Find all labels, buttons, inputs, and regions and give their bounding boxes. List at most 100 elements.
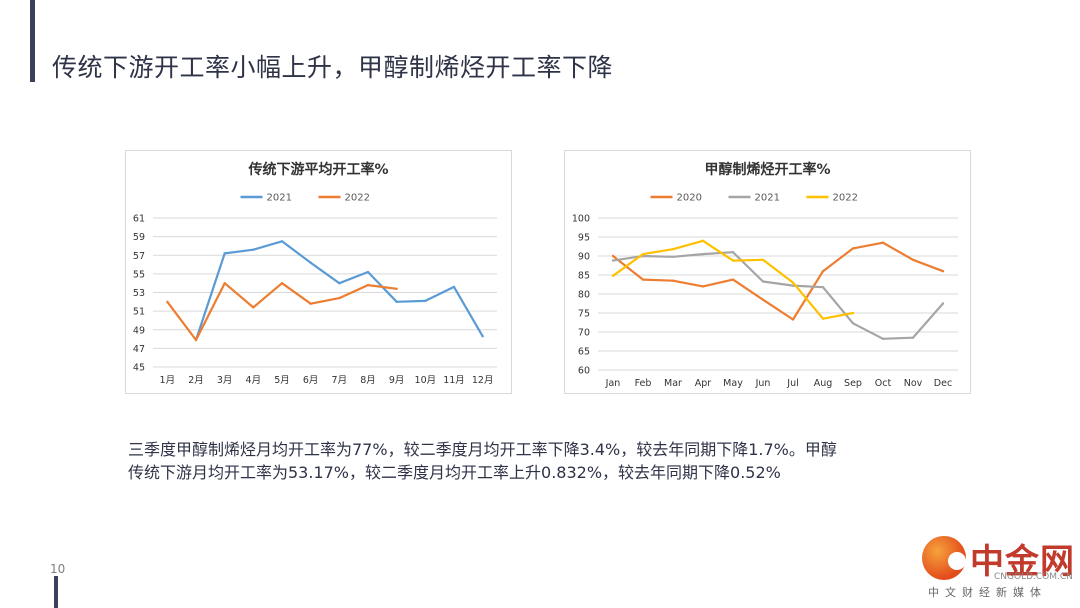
chart2-y-tick: 90 [578,252,590,263]
chart2-y-tick: 65 [578,347,590,358]
chart2-title: 甲醇制烯烃开工率% [704,161,830,178]
chart2-x-tick: Sep [844,378,862,389]
chart2-series-2022-point [731,259,735,262]
chart2-x-tick: Dec [934,378,952,389]
chart2-y-tick: 100 [572,214,590,225]
summary-line-2: 传统下游月均开工率为53.17%，较二季度月均开工率上升0.832%，较去年同期… [128,463,781,482]
chart2-legend-label-2022: 2022 [833,193,858,204]
chart1-x-tick: 3月 [217,375,233,386]
chart1-series-2021-point [252,248,255,251]
chart1-title: 传统下游平均开工率% [247,161,388,178]
chart1-x-tick: 4月 [246,375,262,386]
chart1-series-2022-point [309,302,312,305]
chart2-x-tick: Jan [605,378,621,389]
chart2-series-2020-point [911,258,915,261]
page-number: 10 [50,562,66,576]
chart2-series-2021-point [761,280,765,283]
chart2-y-tick: 80 [578,290,590,301]
chart1-series-2022-point [223,281,226,285]
chart2-series-2020-point [881,241,885,244]
chart2-series-2022-point [761,258,765,261]
chart2-x-tick: Aug [814,378,833,389]
chart1-x-tick: 6月 [303,375,319,386]
chart2-series-2020-point [791,318,795,321]
chart1-legend-label-2022: 2022 [345,193,370,204]
chart2-series-2020-point [851,247,855,250]
chart2-y-tick: 95 [578,233,590,244]
chart1-series-2022-point [194,338,198,342]
chart-mto-svg: 甲醇制烯烃开工率% 2020 2021 2022 60 65 70 75 80 85 90 95 100… [572,161,958,389]
chart1-series-2021-point [366,270,370,274]
chart1-x-tick: 1月 [160,375,176,386]
chart2-legend-label-2021: 2021 [755,193,780,204]
chart1-series-2021-point [338,281,341,285]
chart1-x-tick: 11月 [443,375,465,386]
chart1-series-2021-point [309,261,312,264]
chart2-series-2020-point [641,278,645,281]
chart1-legend-label-2021: 2021 [267,193,292,204]
cngold-logo: 中金网 CNGOLD.COM.CN 中文财经新媒体 [910,532,1075,604]
chart2-y-tick: 85 [578,271,590,282]
chart1-series-2022-point [395,287,398,290]
chart2-series-2021-point [671,255,675,258]
chart2-series-2020-point [731,278,735,281]
chart2-series-2020-line [612,241,944,321]
chart1-series-2021-point [481,335,484,338]
page-title: 传统下游开工率小幅上升，甲醇制烯烃开工率下降 [52,53,614,82]
chart2-x-tick: Apr [695,378,712,389]
chart2-x-tick: May [723,378,743,389]
chart1-series-2022-point [366,283,370,287]
chart1-series-2022-point [252,306,255,309]
chart2-series-2021-point [851,322,855,325]
chart2-y-tick: 70 [578,328,590,339]
summary-text: 三季度甲醇制烯烃月均开工率为77%，较二季度月均开工率下降3.4%，较去年同期下… [128,438,928,484]
chart2-series-2022-point [671,247,675,251]
chart2-series-2020-point [821,270,825,273]
chart2-series-2021-point [701,252,705,256]
chart1-series-2021-point [223,252,226,255]
chart2-series-2020-point [611,254,615,258]
chart1-series-2022-point [166,300,169,304]
logo-tagline: 中文财经新媒体 [928,586,1047,599]
chart-mto: 甲醇制烯烃开工率% 2020 2021 2022 60 65 70 75 80 85 90 95 100… [564,150,971,394]
chart2-series-2021-point [911,336,915,339]
chart1-series-2021-point [452,285,456,289]
chart2-x-tick: Oct [875,378,892,389]
chart-traditional-downstream: 传统下游平均开工率% 2021 2022 45 47 49 51 53 55 57 59 61 1月 2月… [125,150,512,394]
chart1-series-2022-point [280,281,284,285]
chart2-series-2021-point [881,337,885,341]
chart2-y-tick: 75 [578,309,590,320]
chart1-y-tick: 51 [133,307,145,318]
chart2-x-tick: Feb [635,378,652,389]
chart2-x-tick: Jun [755,378,771,389]
chart1-y-tick: 47 [133,344,145,355]
chart1-x-tick: 9月 [389,375,405,386]
chart1-series-2021-line [194,240,484,341]
chart1-x-tick: 5月 [274,375,290,386]
chart2-series-2020-point [671,279,675,282]
chart2-series-2021-point [731,251,735,254]
logo-emblem-icon [922,536,966,580]
chart1-y-tick: 61 [133,214,145,225]
chart1-x-tick: 2月 [188,375,204,386]
footer-accent-bar [54,576,58,608]
chart1-x-tick: 8月 [360,375,376,386]
chart2-series-2021-line [612,251,944,340]
chart2-series-2022-point [701,239,705,242]
logo-name: 中金网 [970,542,1075,582]
chart2-x-tick: Nov [904,378,923,389]
chart1-y-tick: 55 [133,269,145,280]
chart2-series-2022-point [821,317,825,320]
chart2-series-2022-point [611,274,615,277]
title-accent-bar [30,0,35,82]
chart2-legend-label-2020: 2020 [677,193,702,204]
chart2-x-tick: Mar [664,378,682,389]
chart1-y-tick: 49 [133,325,145,336]
chart2-series-2021-point [821,285,825,289]
chart2-series-2020-point [761,298,765,301]
chart1-x-tick: 10月 [415,375,437,386]
summary-line-1: 三季度甲醇制烯烃月均开工率为77%，较二季度月均开工率下降3.4%，较去年同期下… [128,440,837,459]
chart1-x-tick: 7月 [332,375,348,386]
logo-site: CNGOLD.COM.CN [994,572,1073,582]
chart2-series-2021-point [611,259,615,262]
